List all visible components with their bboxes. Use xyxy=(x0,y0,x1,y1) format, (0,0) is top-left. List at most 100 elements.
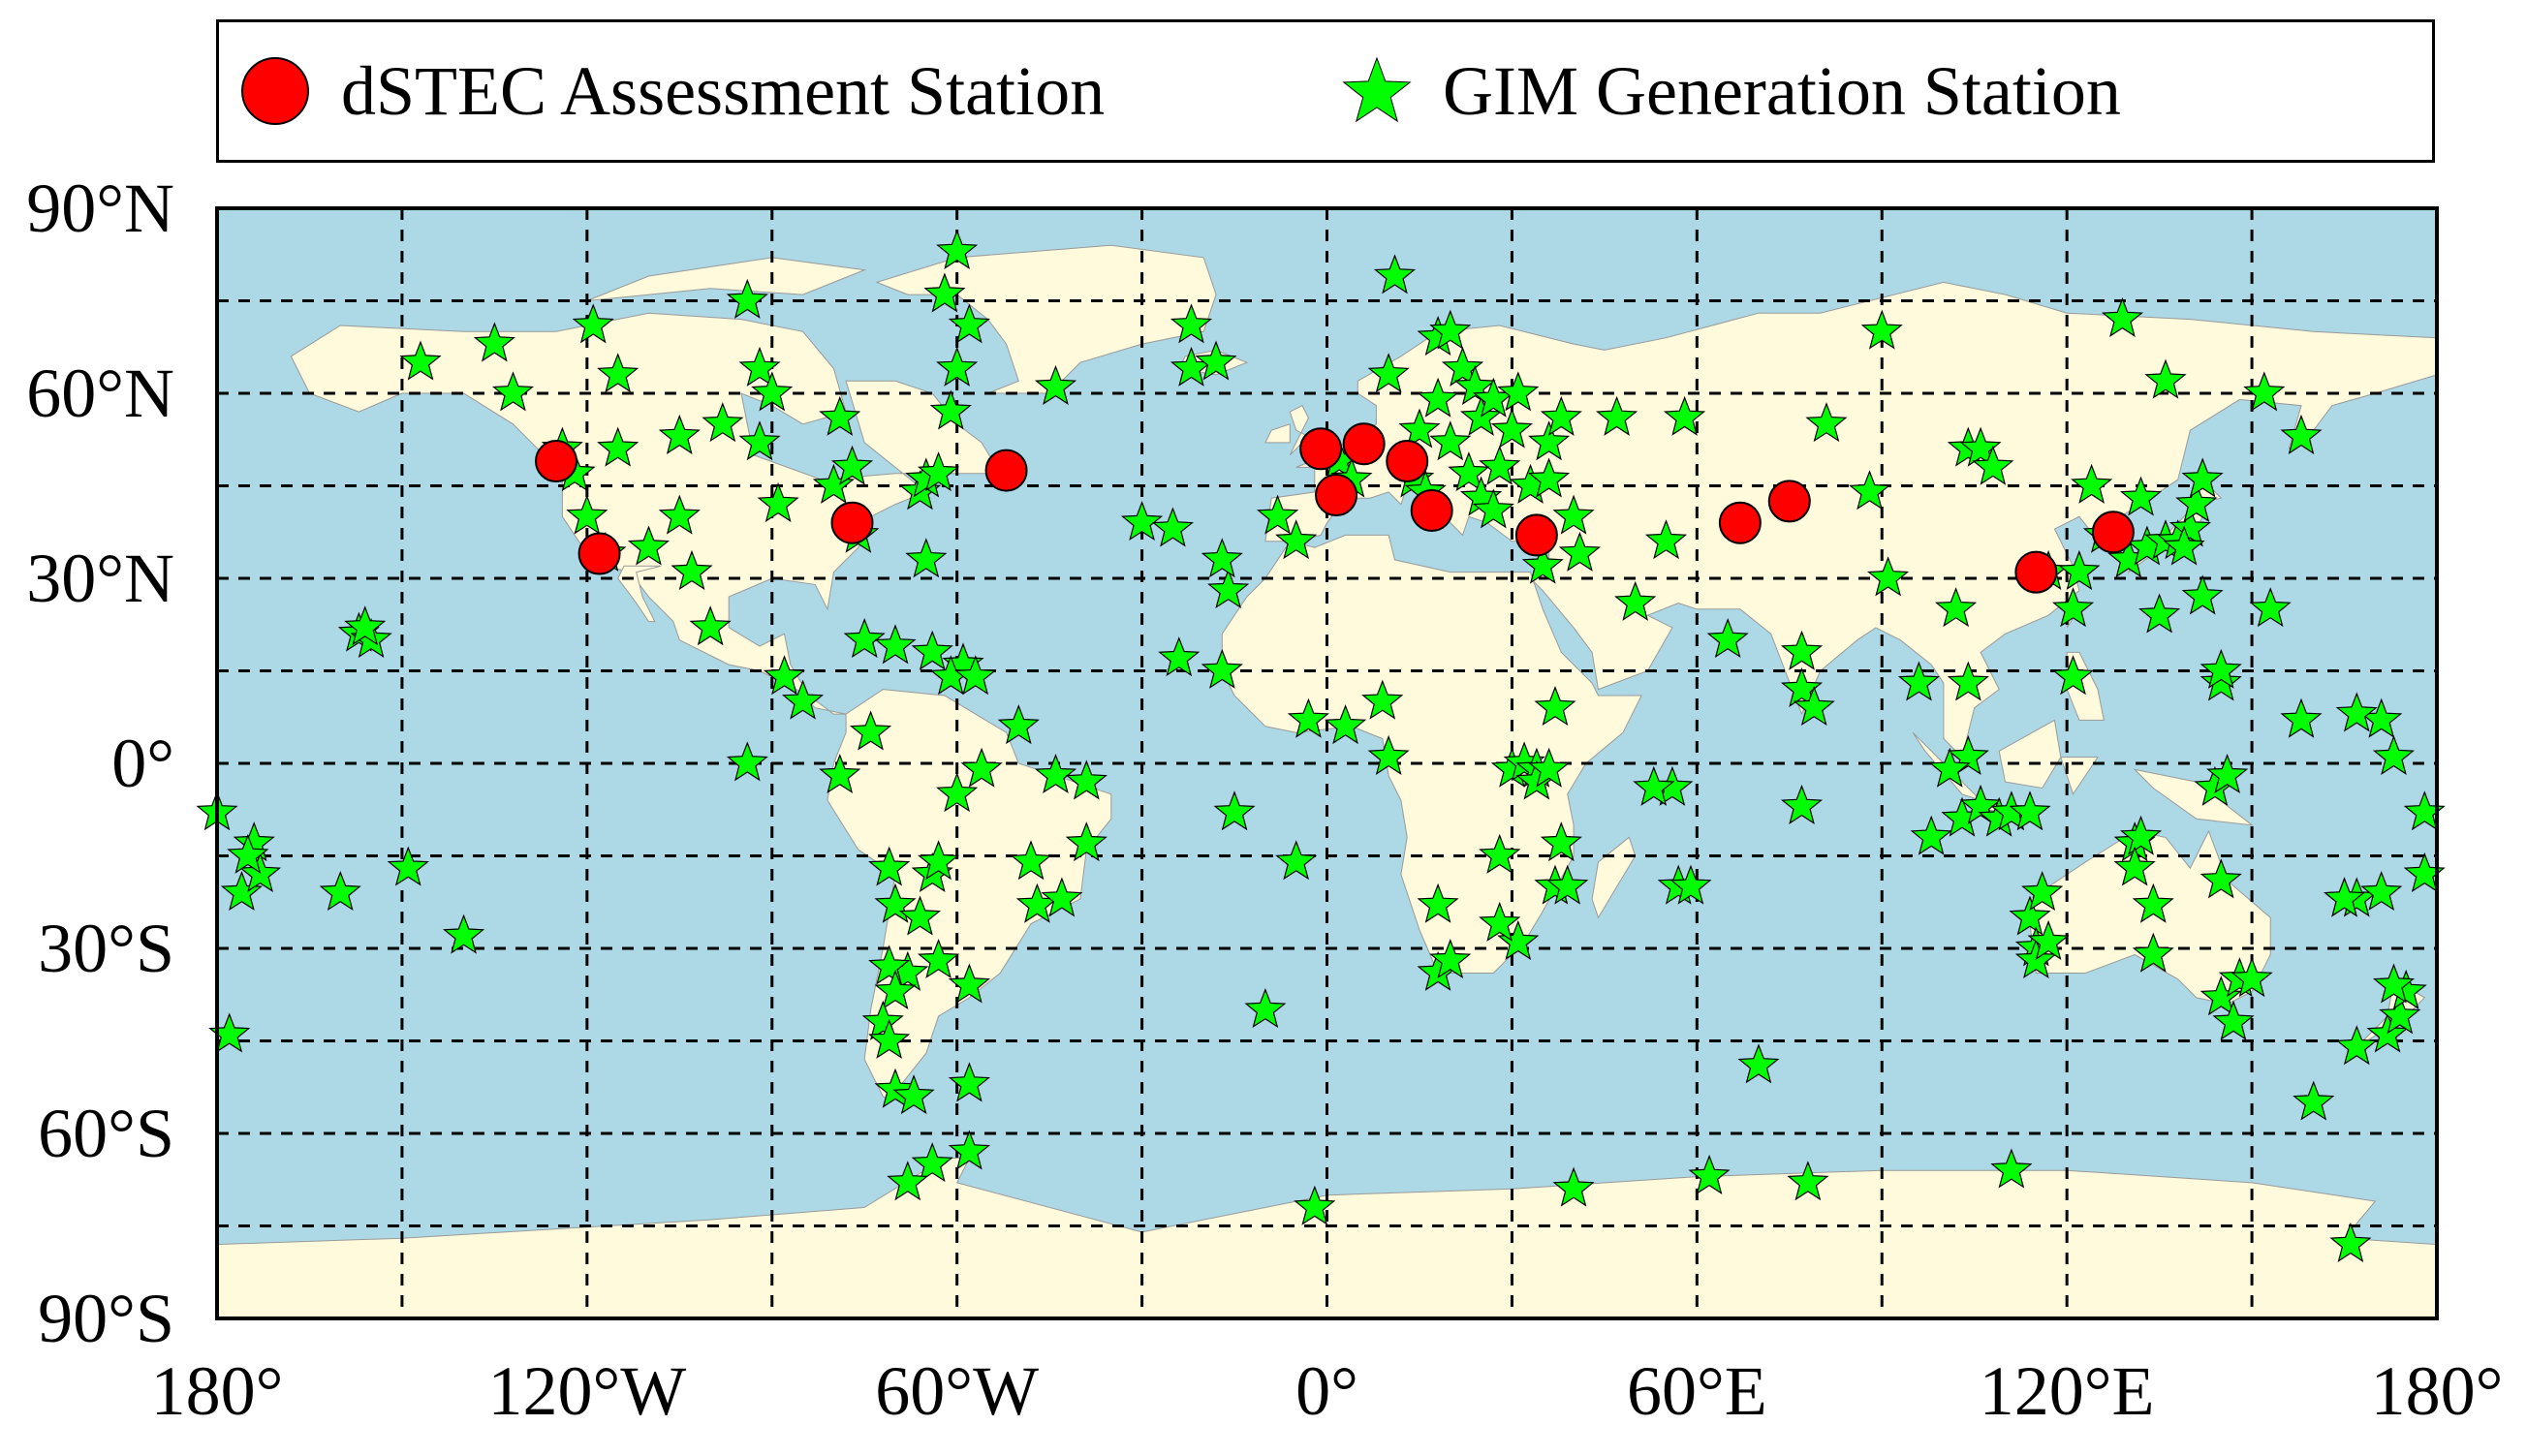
gim-station-marker xyxy=(874,969,917,1009)
dstec-station-marker xyxy=(984,449,1028,492)
gim-station-marker xyxy=(2132,883,2174,923)
gim-station-marker xyxy=(2403,852,2446,892)
gim-station-marker xyxy=(344,605,387,646)
gim-station-marker xyxy=(948,1062,990,1102)
gim-station-marker xyxy=(2206,754,2249,794)
x-tick-label: 120°E xyxy=(1980,1352,2155,1430)
gim-station-marker xyxy=(1034,364,1077,405)
gim-station-marker xyxy=(1367,734,1410,775)
gim-station-marker xyxy=(491,371,534,412)
gim-station-marker xyxy=(2199,661,2242,701)
land-polygon xyxy=(1264,423,1291,444)
gim-station-marker xyxy=(1849,470,1891,511)
gim-station-marker xyxy=(1065,821,1108,862)
gim-station-marker xyxy=(387,846,429,886)
gim-station-marker xyxy=(1528,420,1571,461)
gim-station-marker xyxy=(1706,618,1749,659)
gim-station-marker xyxy=(1688,1154,1731,1194)
gim-station-marker xyxy=(1780,630,1824,670)
gim-station-marker xyxy=(2379,994,2421,1035)
gim-station-marker xyxy=(1244,988,1287,1029)
gim-station-marker xyxy=(757,481,799,522)
gim-station-marker xyxy=(1441,346,1484,387)
gim-station-marker xyxy=(1497,919,1540,960)
gim-station-marker xyxy=(960,747,1003,788)
gim-station-marker xyxy=(1373,254,1417,294)
land-polygon xyxy=(1591,836,1637,919)
gim-station-marker xyxy=(1479,445,1521,485)
legend-item-generation: GIM Generation Station xyxy=(1338,22,2121,160)
x-tick-label: 180° xyxy=(2371,1352,2504,1430)
gim-station-marker xyxy=(1417,377,1459,418)
gim-station-marker xyxy=(948,1130,990,1170)
y-tick-label: 60°N xyxy=(26,355,174,432)
gim-station-marker xyxy=(1201,648,1243,689)
gim-station-marker xyxy=(948,963,990,1004)
gim-station-marker xyxy=(918,939,960,979)
land-polygon xyxy=(617,565,662,623)
gim-station-marker xyxy=(1287,697,1329,738)
gim-station-marker xyxy=(2021,871,2064,912)
gim-station-marker xyxy=(2403,790,2446,831)
gim-station-marker xyxy=(399,340,442,381)
gim-station-marker xyxy=(1540,821,1582,862)
legend-label-assessment: dSTEC Assessment Station xyxy=(341,51,1106,130)
gim-station-marker xyxy=(2120,476,2163,516)
gim-station-marker xyxy=(2175,481,2218,522)
gim-station-marker xyxy=(898,895,942,936)
gim-station-marker xyxy=(220,871,263,912)
gim-station-marker xyxy=(658,494,701,535)
legend-label-generation: GIM Generation Station xyxy=(1443,51,2121,130)
dstec-station-marker xyxy=(2091,511,2135,554)
gim-station-marker xyxy=(843,618,886,659)
gim-station-marker xyxy=(1867,556,1910,597)
gim-station-marker xyxy=(936,229,979,269)
gim-station-marker xyxy=(911,630,953,670)
land-polygon xyxy=(2133,768,2254,826)
gim-station-marker xyxy=(819,395,861,436)
x-axis-ticks: 180° 120°W 60°W 0° 60°E 120°E 180° xyxy=(151,1352,2504,1430)
y-tick-label: 30°N xyxy=(26,540,174,617)
gim-station-marker xyxy=(782,679,825,720)
gim-station-marker xyxy=(1805,402,1848,443)
gim-station-marker xyxy=(911,1142,953,1183)
gim-station-marker xyxy=(2113,846,2156,886)
gim-station-marker xyxy=(1558,531,1601,572)
gim-station-marker xyxy=(2132,932,2174,973)
green-star-icon xyxy=(1342,56,1412,123)
dstec-station-marker xyxy=(1342,422,1386,466)
x-tick-label: 180° xyxy=(151,1352,284,1430)
gim-station-marker xyxy=(1644,519,1688,560)
gim-station-marker xyxy=(2052,587,2095,628)
gim-station-marker xyxy=(1121,501,1164,542)
gim-station-marker xyxy=(2335,692,2378,732)
gim-station-marker xyxy=(1928,747,1971,788)
gim-station-marker xyxy=(918,840,960,881)
gim-station-marker xyxy=(2199,858,2242,899)
gim-station-marker xyxy=(2372,734,2415,775)
gim-station-marker xyxy=(868,846,911,886)
gim-station-marker xyxy=(2372,963,2415,1004)
gim-station-marker xyxy=(1151,507,1194,547)
dstec-station-marker xyxy=(830,501,874,544)
gim-station-marker xyxy=(1947,661,1989,701)
y-tick-label: 60°S xyxy=(38,1095,174,1172)
gim-station-marker xyxy=(874,883,917,923)
gim-station-marker xyxy=(2181,574,2224,615)
gim-station-marker xyxy=(1793,686,1835,727)
gim-station-marker xyxy=(2324,877,2366,917)
gim-station-marker xyxy=(2249,587,2292,628)
gim-station-marker xyxy=(2231,957,2273,998)
gim-station-marker xyxy=(1201,538,1243,578)
gim-station-marker xyxy=(738,420,781,461)
gim-station-marker xyxy=(2199,648,2242,689)
gim-station-marker xyxy=(1207,569,1250,609)
gim-station-marker xyxy=(1552,494,1595,535)
gim-station-marker xyxy=(1934,587,1978,628)
gim-station-marker xyxy=(1065,759,1108,800)
gim-station-marker xyxy=(319,871,361,912)
gim-station-marker xyxy=(1213,790,1256,831)
gim-station-marker xyxy=(1257,494,1299,535)
gim-station-marker xyxy=(918,451,960,492)
gim-station-marker xyxy=(868,945,911,985)
